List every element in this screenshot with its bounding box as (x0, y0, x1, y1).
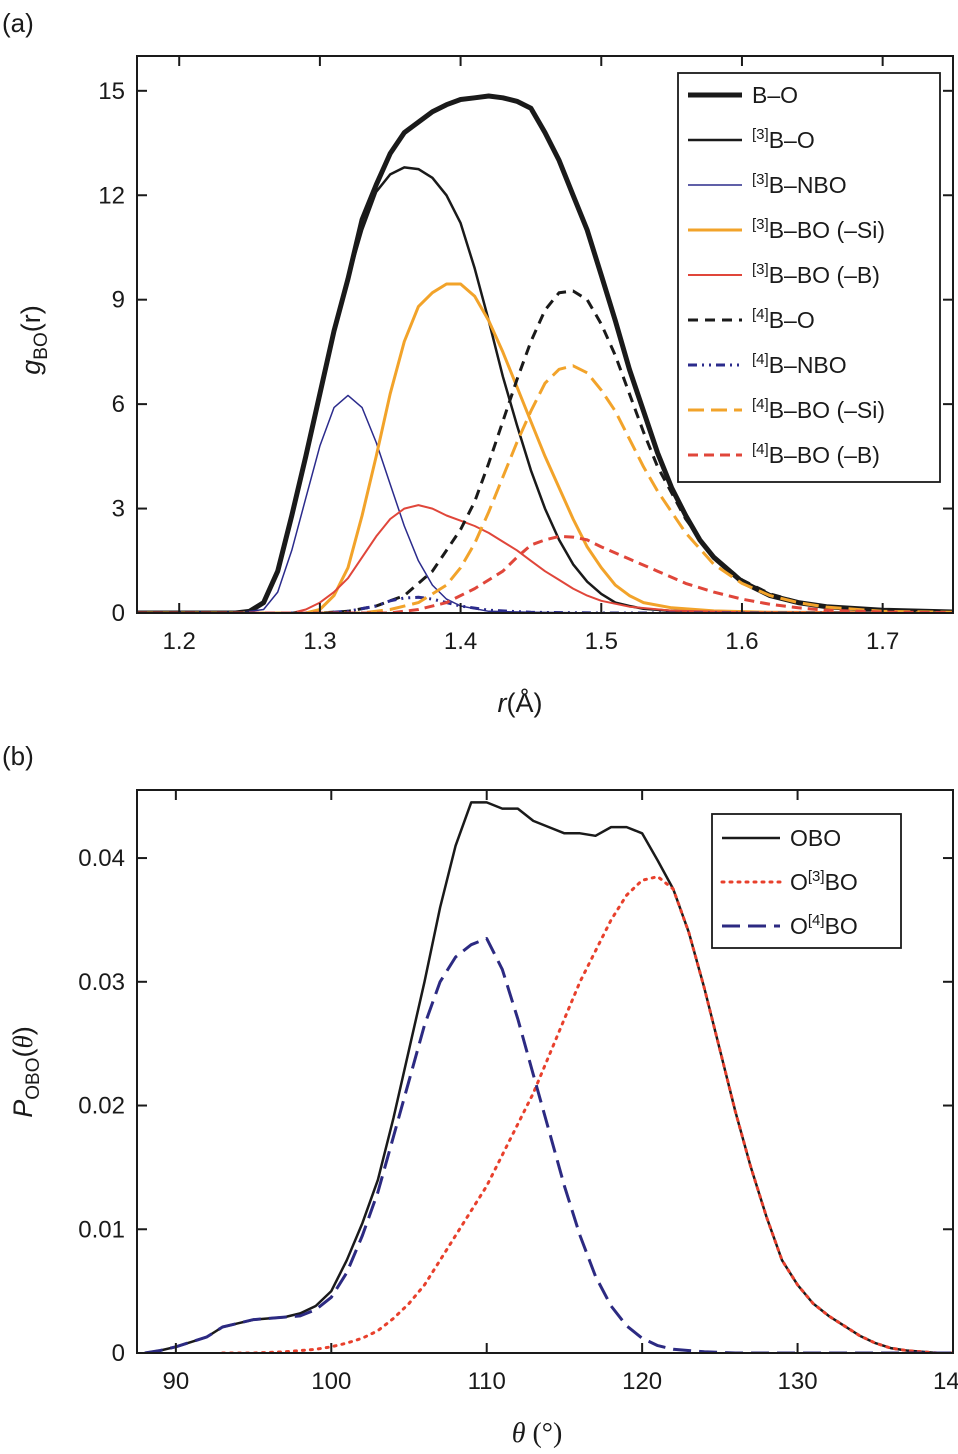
panel-a-legend-label: B–O (752, 82, 798, 108)
legend-prefix: O (790, 913, 808, 939)
panel-a-ylabel-sub: BO (31, 332, 52, 359)
panel-a-frame (136, 55, 954, 614)
panel-a-plot-area (137, 93, 953, 613)
panel-b-ytick-label: 0.02 (78, 1093, 125, 1120)
panel-a-legend: B–O[3]B–O[3]B–NBO[3]B–BO (–Si)[3]B–BO (–… (677, 72, 941, 483)
panel-a-series-line-4 (137, 504, 953, 613)
panel-a-legend-label: [4]B–O (752, 306, 815, 333)
panel-b-ytick-label: 0 (112, 1340, 125, 1367)
panel-a-xtick-label: 1.4 (444, 628, 477, 655)
panel-b-xtick-label: 100 (311, 1368, 351, 1395)
panel-b-series-group (144, 801, 953, 1353)
legend-sup: [3] (752, 126, 769, 143)
panel-a-xtick-label: 1.7 (866, 628, 899, 655)
legend-main: B–BO (–Si) (769, 397, 885, 423)
panel-b-ytick-label: 0.03 (78, 969, 125, 996)
legend-prefix: O (790, 869, 808, 895)
panel-a-xlabel: r(Å) (498, 687, 543, 718)
legend-sup: [4] (752, 441, 769, 458)
legend-main: OBO (790, 825, 841, 851)
legend-main: B–NBO (769, 172, 847, 198)
panel-a-xtick-label: 1.3 (303, 628, 336, 655)
legend-main: B–BO (–B) (769, 442, 880, 468)
legend-sup: [4] (752, 396, 769, 413)
panel-b-xlabel: θ (°) (512, 1418, 563, 1449)
panel-b-ylabel-open: ( (8, 1049, 38, 1058)
panel-b-ytick-label: 0.01 (78, 1216, 125, 1243)
panel-b-xlabel-unit: (°) (525, 1418, 562, 1449)
legend-main: B–O (769, 307, 815, 333)
panel-b: (b) 90 100 110 120 130 140 0 0.01 0.02 0.03 0.04 θ… (2, 741, 958, 1449)
panel-b-frame (136, 789, 954, 1354)
panel-a-ytick-label: 0 (112, 600, 125, 627)
panel-a-legend-label: [3]B–O (752, 126, 815, 153)
panel-b-ylabel-close: ) (8, 1026, 38, 1035)
legend-sup: [4] (752, 306, 769, 323)
panel-a-ylabel-var: g (16, 360, 46, 375)
panel-a-series-line-3 (137, 282, 953, 613)
panel-a-legend-label: [4]B–BO (–B) (752, 441, 880, 468)
panel-b-xtick-label: 120 (622, 1368, 662, 1395)
legend-sup: [4] (808, 912, 825, 929)
panel-a-label: (a) (2, 8, 34, 38)
panel-b-ytick-label: 0.04 (78, 845, 125, 872)
panel-b-ylabel-var: P (8, 1100, 38, 1118)
legend-sup: [3] (752, 261, 769, 278)
panel-a-series-group (137, 93, 953, 613)
panel-a-ytick-label: 12 (98, 182, 125, 209)
panel-a-xtick-label: 1.6 (725, 628, 758, 655)
legend-main: B–O (769, 127, 815, 153)
panel-a-ytick-label: 6 (112, 391, 125, 418)
legend-main: B–O (752, 82, 798, 108)
legend-main: BO (825, 913, 858, 939)
legend-main: BO (825, 869, 858, 895)
panel-a-series-line-7 (137, 364, 953, 613)
panel-a-ytick-label: 3 (112, 496, 125, 523)
panel-a-ylabel: gBO(r) (16, 305, 52, 374)
legend-sup: [4] (752, 351, 769, 368)
panel-b-legend-label: O[4]BO (790, 912, 858, 939)
panel-b-legend-label: OBO (790, 825, 841, 851)
legend-sup: [3] (808, 868, 825, 885)
panel-b-xtick-label: 140 (933, 1368, 958, 1395)
panel-a-series-line-5 (137, 289, 953, 613)
panel-b-plot-area (144, 801, 953, 1353)
panel-a-xlabel-unit: (Å) (507, 687, 543, 718)
panel-b-xtick-label: 110 (468, 1368, 506, 1395)
panel-a-legend-label: [4]B–BO (–Si) (752, 396, 885, 423)
panel-a-legend-label: [3]B–BO (–B) (752, 261, 880, 288)
legend-sup: [3] (752, 216, 769, 233)
legend-main: B–BO (–B) (769, 262, 880, 288)
legend-main: B–BO (–Si) (769, 217, 885, 243)
legend-sup: [3] (752, 171, 769, 188)
panel-a-xtick-label: 1.2 (163, 628, 196, 655)
panel-a-legend-label: [4]B–NBO (752, 351, 847, 378)
panel-a-ticks: 1.2 1.3 1.4 1.5 1.6 1.7 0 3 6 9 12 15 (98, 56, 953, 655)
panel-a-legend-label: [3]B–NBO (752, 171, 847, 198)
panel-a-ytick-label: 15 (98, 78, 125, 105)
panel-b-series-line-2 (144, 937, 953, 1353)
panel-b-xtick-label: 90 (163, 1368, 190, 1395)
panel-b-label: (b) (2, 741, 34, 771)
panel-b-xtick-label: 130 (778, 1368, 818, 1395)
panel-a-xtick-label: 1.5 (585, 628, 618, 655)
panel-a-legend-label: [3]B–BO (–Si) (752, 216, 885, 243)
panel-a-ylabel-arg: (r) (16, 305, 46, 332)
legend-main: B–NBO (769, 352, 847, 378)
panel-a-xlabel-var: r (498, 688, 508, 718)
panel-a-series-line-8 (137, 534, 953, 613)
panel-b-ticks: 90 100 110 120 130 140 0 0.01 0.02 0.03 0.04 (78, 790, 958, 1395)
panel-a-series-line-2 (137, 394, 953, 613)
panel-b-series-line-1 (221, 875, 953, 1353)
panel-b-ylabel: POBO(θ) (8, 1026, 44, 1118)
panel-a-ytick-label: 9 (112, 287, 125, 314)
panel-b-xlabel-var: θ (512, 1418, 526, 1449)
panel-b-ylabel-sub: OBO (23, 1058, 44, 1100)
panel-b-legend-label: O[3]BO (790, 868, 858, 895)
panel-b-ylabel-theta: θ (8, 1035, 38, 1048)
panel-b-legend-box (711, 813, 902, 949)
